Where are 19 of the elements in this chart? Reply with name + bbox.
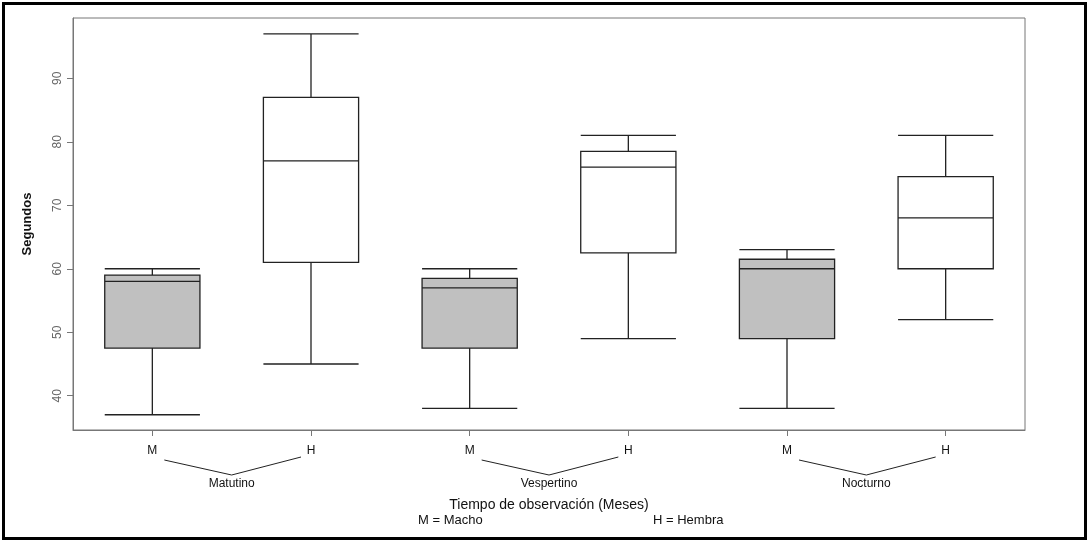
- x-tick-label: H: [941, 443, 950, 457]
- y-axis-title: Segundos: [19, 192, 34, 256]
- x-axis-title: Tiempo de observación (Meses): [449, 496, 649, 512]
- x-tick-label: H: [306, 443, 316, 457]
- text: Matutino: [208, 476, 255, 490]
- x-tick-label: M: [782, 443, 792, 457]
- y-tick-label: 40: [50, 388, 64, 403]
- x-tick-label: H: [624, 443, 633, 457]
- text: Vespertino: [520, 476, 578, 490]
- y-tick-label: 60: [50, 261, 64, 276]
- text: Nocturno: [841, 476, 891, 490]
- x-tick-label: M: [464, 443, 475, 457]
- text: M = Macho: [418, 512, 483, 527]
- y-tick-label: 80: [50, 134, 64, 149]
- y-tick-label: 50: [50, 325, 64, 339]
- text: H = Hembra: [653, 512, 725, 527]
- x-tick-label: M: [147, 443, 158, 457]
- y-tick-label: 90: [50, 71, 64, 85]
- y-tick-label: 70: [50, 198, 64, 212]
